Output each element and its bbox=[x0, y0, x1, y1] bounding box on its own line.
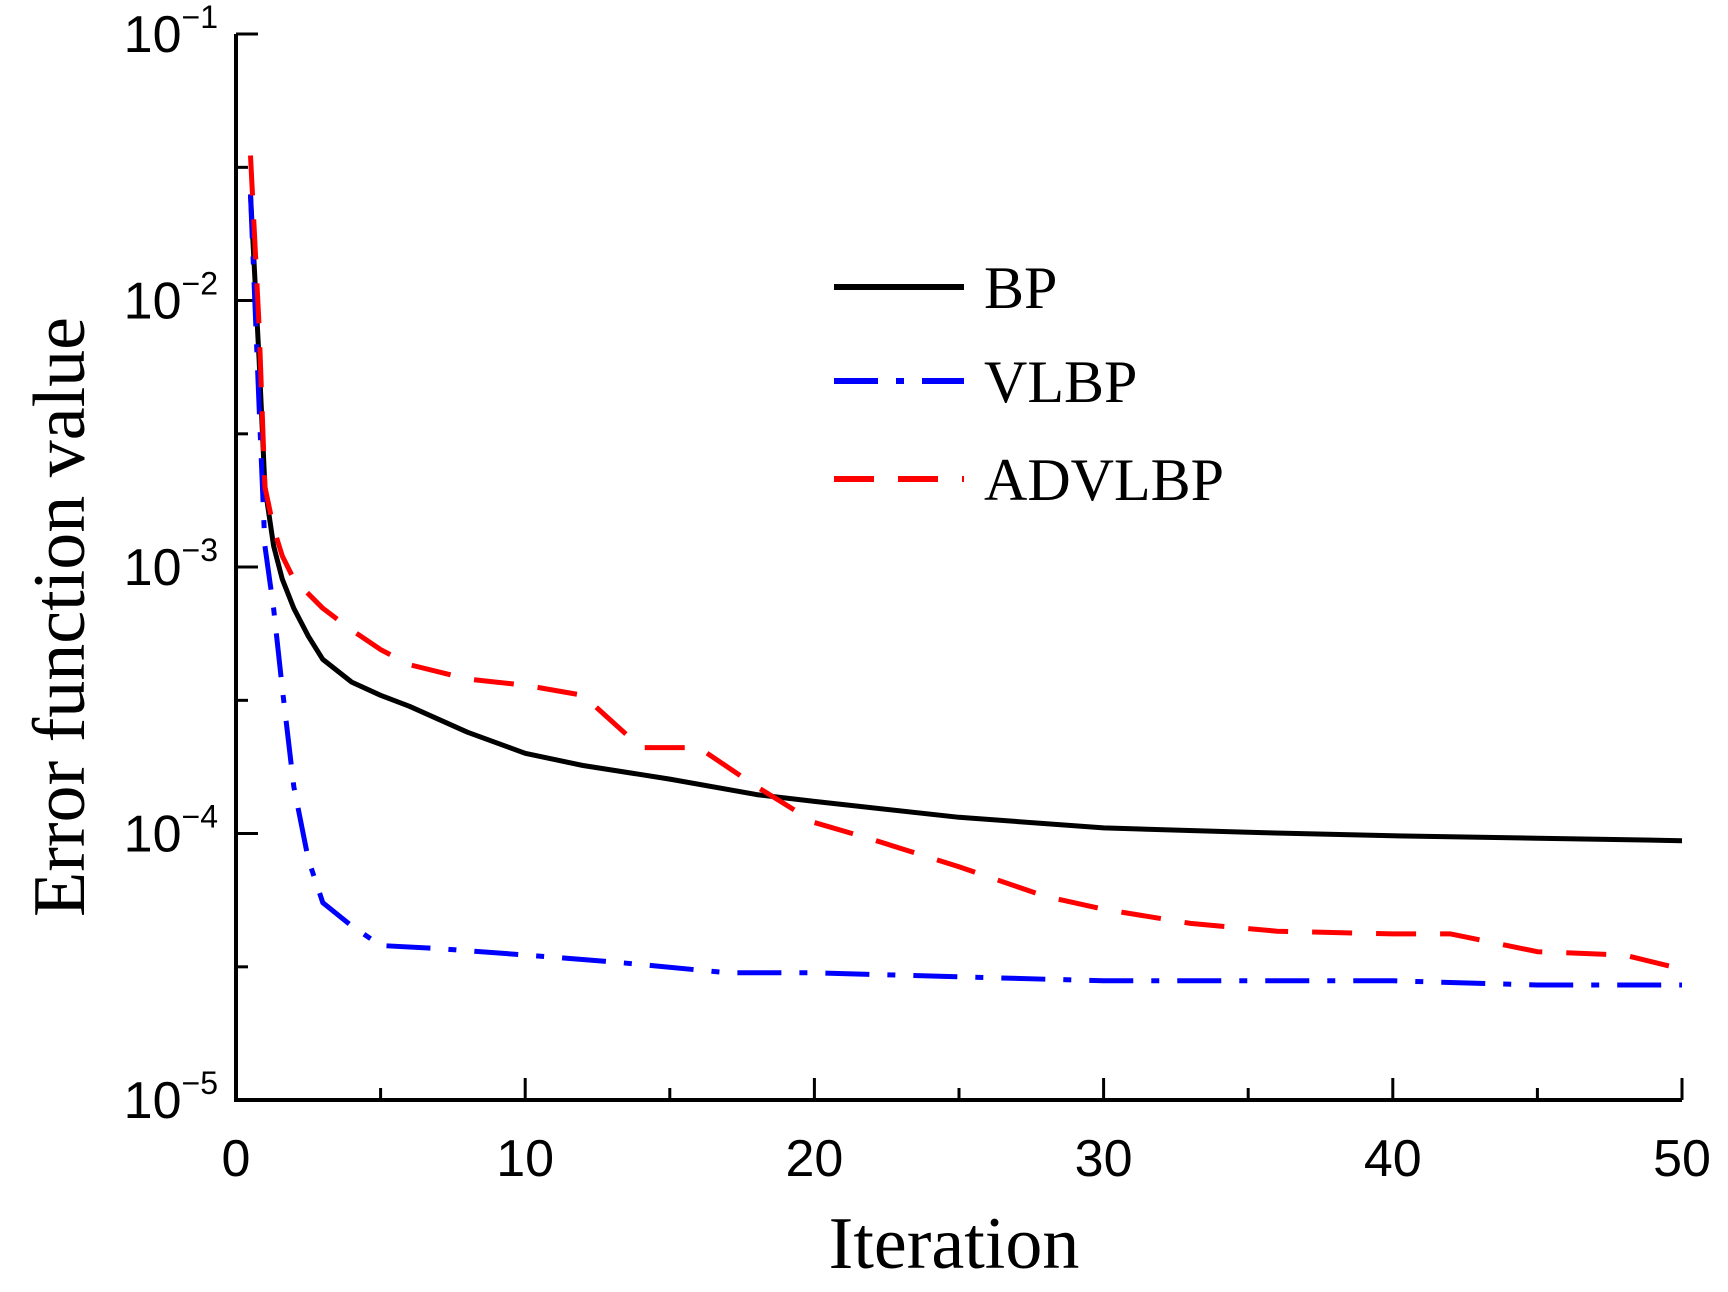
x-tick-label: 20 bbox=[785, 1130, 843, 1188]
x-tick-label: 10 bbox=[496, 1130, 554, 1188]
x-tick-label: 50 bbox=[1653, 1130, 1711, 1188]
x-tick-label: 40 bbox=[1364, 1130, 1422, 1188]
x-axis-title: Iteration bbox=[829, 1203, 1080, 1285]
y-tick-label: 10−2 bbox=[124, 266, 218, 331]
series-line-vlbp bbox=[248, 194, 1682, 988]
x-tick-label: 0 bbox=[222, 1130, 251, 1188]
y-tick-label: 10−4 bbox=[124, 799, 218, 864]
y-tick-label: 10−3 bbox=[124, 532, 218, 597]
y-tick-label: 10−1 bbox=[124, 0, 218, 64]
series-line-bp bbox=[248, 194, 1683, 844]
legend-label-bp: BP bbox=[984, 255, 1057, 321]
axes: 0 10 20 30 40 50 10−1 10−2 10−3 10−4 10−5 bbox=[124, 0, 1711, 1188]
y-axis-title: Error function value bbox=[19, 317, 101, 917]
legend-label-advlbp: ADVLBP bbox=[984, 447, 1224, 513]
legend: BP VLBP ADVLBP bbox=[834, 255, 1224, 513]
plot-area bbox=[248, 155, 1683, 988]
legend-label-vlbp: VLBP bbox=[984, 349, 1137, 415]
y-tick-label: 10−5 bbox=[124, 1065, 218, 1130]
x-tick-label: 30 bbox=[1075, 1130, 1133, 1188]
series-line-advlbp bbox=[248, 155, 1683, 972]
